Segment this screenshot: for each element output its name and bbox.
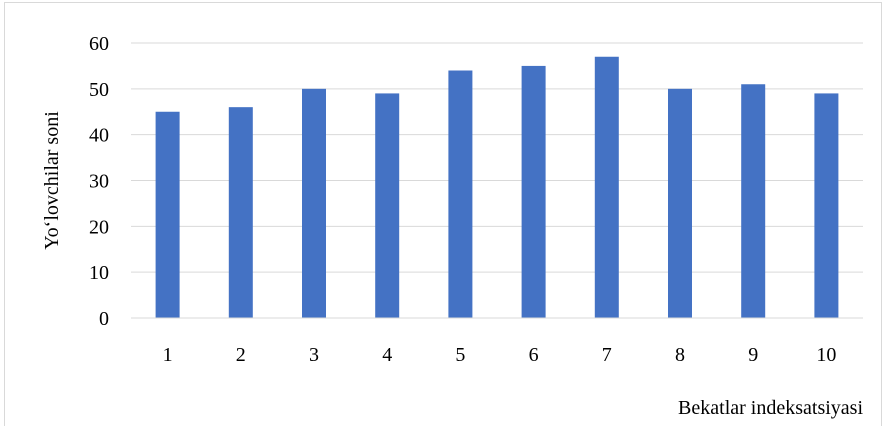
- y-tick-label: 0: [99, 308, 109, 330]
- bar-2: [228, 107, 253, 319]
- bar-5: [448, 70, 473, 318]
- bar-3: [302, 88, 326, 318]
- bar-10: [814, 93, 839, 319]
- y-tick-label: 40: [89, 125, 109, 147]
- bar-9: [741, 84, 766, 318]
- y-tick-label: 10: [89, 262, 109, 284]
- bars: [155, 56, 839, 319]
- y-axis-tick-labels: 0 10 20 30 40 50 60: [89, 33, 109, 330]
- bar-1: [155, 111, 180, 318]
- bar-chart: 0 10 20 30 40 50 60 1 2 3 4 5 6 7 8 9 10 Yo‘lovchilar s…: [41, 33, 863, 419]
- y-tick-label: 60: [89, 33, 109, 55]
- x-tick-label: 5: [455, 344, 465, 366]
- y-tick-label: 30: [89, 171, 109, 193]
- y-axis-title: Yo‘lovchilar soni: [41, 111, 63, 250]
- x-tick-label: 9: [748, 344, 758, 366]
- bar-4: [375, 93, 400, 319]
- y-tick-label: 50: [89, 79, 109, 101]
- bar-8: [668, 88, 692, 318]
- x-tick-label: 1: [163, 344, 173, 366]
- y-tick-label: 20: [89, 216, 109, 238]
- bar-7: [594, 56, 619, 318]
- x-tick-label: 3: [309, 344, 319, 366]
- chart-frame: 0 10 20 30 40 50 60 1 2 3 4 5 6 7 8 9 10 Yo‘lovchilar s…: [4, 2, 882, 426]
- x-tick-label: 7: [602, 344, 612, 366]
- x-tick-label: 10: [816, 344, 836, 366]
- bar-6: [521, 65, 546, 318]
- x-axis-tick-labels: 1 2 3 4 5 6 7 8 9 10: [163, 344, 837, 366]
- x-tick-label: 4: [382, 344, 392, 366]
- x-tick-label: 6: [529, 344, 539, 366]
- x-axis-title: Bekatlar indeksatsiyasi: [678, 397, 863, 419]
- x-tick-label: 8: [675, 344, 685, 366]
- gridlines: [131, 42, 863, 273]
- x-tick-label: 2: [236, 344, 246, 366]
